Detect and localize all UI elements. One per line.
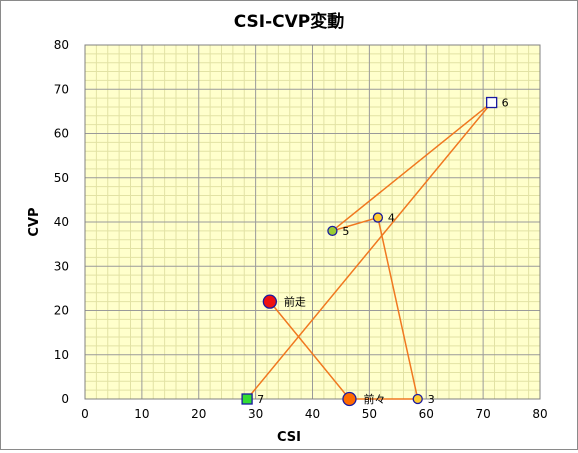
circle-marker	[412, 393, 423, 405]
y-tick-label: 20	[54, 304, 69, 318]
square-marker	[486, 96, 498, 109]
point-label: 3	[428, 393, 435, 406]
x-axis-ticks: 0 10 20 30 40 50 60 70 80	[81, 407, 547, 421]
point-labels: 7 6 5 4 3 前々 前走	[257, 97, 509, 406]
point-label: 前走	[284, 295, 306, 309]
plot-border	[84, 44, 541, 400]
y-tick-label: 60	[54, 127, 69, 141]
point-label: 5	[342, 225, 349, 238]
point-label: 4	[388, 212, 395, 225]
x-tick-label: 0	[81, 407, 89, 421]
x-axis-title: CSI	[277, 430, 301, 445]
y-axis-title: CVP	[27, 207, 42, 236]
point-label: 前々	[363, 392, 385, 406]
x-tick-label: 70	[475, 407, 490, 421]
x-tick-label: 20	[191, 407, 206, 421]
circle-marker	[262, 294, 277, 309]
x-tick-label: 50	[362, 407, 377, 421]
y-tick-label: 40	[54, 215, 69, 229]
y-tick-label: 0	[61, 392, 69, 406]
circle-marker	[372, 212, 384, 223]
y-axis-ticks: 0 10 20 30 40 50 60 70 80	[54, 38, 69, 406]
point-label: 6	[502, 97, 509, 110]
y-tick-label: 30	[54, 259, 69, 273]
y-tick-label: 10	[54, 348, 69, 362]
x-tick-label: 40	[305, 407, 320, 421]
square-marker	[241, 393, 253, 405]
y-tick-label: 70	[54, 82, 69, 96]
x-tick-label: 10	[134, 407, 149, 421]
circle-marker	[342, 391, 357, 407]
markers	[241, 96, 498, 407]
chart-title: CSI-CVP変動	[234, 11, 345, 32]
x-tick-label: 80	[532, 407, 547, 421]
x-tick-label: 30	[248, 407, 263, 421]
y-tick-label: 80	[54, 38, 69, 52]
point-label: 7	[257, 393, 264, 406]
y-tick-label: 50	[54, 171, 69, 185]
x-tick-label: 60	[419, 407, 434, 421]
circle-marker	[327, 225, 338, 237]
